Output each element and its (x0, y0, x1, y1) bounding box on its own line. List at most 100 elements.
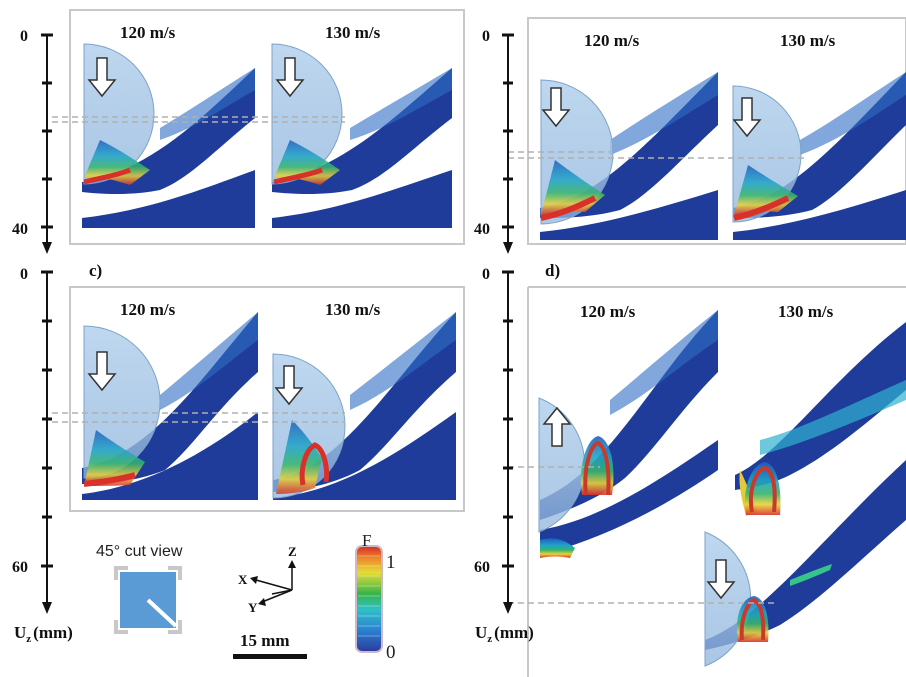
damage-edge (540, 195, 597, 221)
plate-lower (82, 412, 258, 500)
damage-edge (83, 472, 136, 487)
axis-top-left: 0 40 (12, 28, 53, 254)
axis-ticks (41, 270, 53, 568)
damage-edge (299, 442, 330, 486)
plate-upper (273, 312, 456, 492)
plate-upper (540, 72, 718, 218)
arrow-down-icon (732, 97, 762, 138)
panel-c: c) 120 m/s 130 m/s (52, 261, 465, 512)
cut-line (146, 598, 178, 628)
damage-edge (273, 167, 323, 185)
plate-shade (160, 312, 258, 410)
cut-view-label: 45° cut view (96, 543, 183, 560)
arrow-down-icon (87, 351, 117, 392)
plate-lower (272, 170, 452, 228)
colorbar-gradient (355, 545, 383, 653)
arrow-down-icon (541, 87, 571, 128)
panel-a-sim-2 (271, 43, 452, 228)
damage-edge (733, 195, 790, 221)
triad-y-label: Y (248, 600, 258, 615)
speed-label-130: 130 m/s (778, 302, 834, 321)
speed-label-130: 130 m/s (325, 300, 381, 319)
axis-bottom-right: 0 60 Uz (mm) (474, 266, 534, 645)
scale-bar-line (233, 654, 307, 659)
colorbar-max-label: 1 (386, 552, 396, 573)
panel-b-sim-1 (540, 72, 718, 240)
axis-arrowhead (503, 602, 513, 614)
damage-edge (739, 597, 766, 641)
plate-upper (733, 72, 906, 218)
plate-shade (350, 68, 452, 140)
scale-bar: 15 mm (233, 631, 307, 659)
tick-label-60: 60 (12, 559, 28, 576)
colorbar: F 1 0 (355, 531, 396, 663)
tick-label-0: 0 (482, 28, 490, 45)
plate-shade (800, 72, 906, 155)
tick-label-40: 40 (474, 221, 490, 238)
axis-unit-label: Uz (mm) (14, 623, 73, 645)
plate-shade (760, 380, 906, 455)
arrow-down-icon (706, 559, 736, 600)
damage-edge (83, 167, 131, 185)
damage-zone (84, 430, 145, 486)
tick-label-60: 60 (474, 559, 490, 576)
panel-b: 120 m/s 130 m/s (508, 17, 906, 245)
axis-ticks (502, 33, 514, 229)
speed-label-120: 120 m/s (584, 31, 640, 50)
axis-top-right: 0 40 (474, 28, 514, 254)
axis-bottom-left: 0 60 Uz (mm) (12, 266, 73, 645)
colorbar-min-label: 0 (386, 642, 396, 663)
colorbar-bands (358, 555, 380, 637)
tick-label-40: 40 (12, 221, 28, 238)
plate-lower (540, 190, 718, 240)
plate-shade (610, 72, 718, 155)
panel-d: d) 120 m/s 130 m/s (508, 261, 906, 677)
plate-lower (540, 440, 718, 555)
colorbar-title: F (362, 531, 371, 550)
triad-x-label: X (238, 572, 248, 587)
speed-label-130: 130 m/s (325, 23, 381, 42)
arrow-down-icon (274, 365, 304, 406)
axis-arrowhead (42, 602, 52, 614)
tick-label-0: 0 (20, 28, 28, 45)
tick-label-0: 0 (482, 266, 490, 283)
speed-label-120: 120 m/s (120, 300, 176, 319)
plate-lower (82, 170, 255, 228)
tick-label-0: 0 (20, 266, 28, 283)
axis-triad: Z X Y (238, 544, 297, 615)
cut-view-corners (114, 566, 182, 634)
triad-z-label: Z (288, 544, 297, 559)
panel-label-c: c) (89, 261, 102, 280)
plate-shade (610, 310, 718, 415)
panel-d-sim-1 (538, 310, 718, 558)
plate-shade (350, 312, 456, 410)
speed-label-120: 120 m/s (580, 302, 636, 321)
axis-ticks (41, 33, 53, 229)
axis-ticks (502, 270, 514, 568)
axis-arrowhead (503, 242, 513, 254)
panel-label-d: d) (545, 261, 560, 280)
arrow-down-icon (87, 57, 117, 98)
damage-zone (84, 140, 150, 185)
arrow-up-icon (542, 406, 572, 447)
scale-bar-label: 15 mm (240, 631, 290, 650)
triad-x-axis (255, 579, 293, 591)
plate-lower (273, 412, 456, 500)
panel-c-sim-2 (272, 312, 456, 500)
damage-zone (276, 420, 322, 494)
cut-view-legend: 45° cut view (96, 543, 183, 634)
axis-unit-label: Uz (mm) (475, 623, 534, 645)
triad-y-axis (261, 589, 293, 603)
damage-zone (274, 140, 340, 185)
panel-c-sim-1 (82, 312, 258, 500)
axis-arrowhead (42, 242, 52, 254)
plate-lower (733, 190, 906, 240)
damage-edge (749, 465, 777, 513)
arrow-down-icon (275, 57, 305, 98)
damage-fragment (540, 538, 575, 558)
damage-edge (583, 440, 611, 496)
panel-a: 120 m/s 130 m/s (52, 9, 465, 245)
projectile (704, 531, 752, 667)
speed-label-130: 130 m/s (780, 31, 836, 50)
